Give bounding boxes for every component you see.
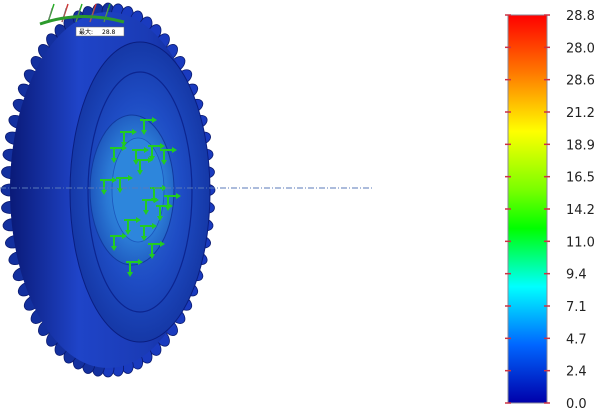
load-arrow — [160, 147, 177, 165]
top-load-arrows — [39, 3, 125, 26]
gear-inner-ring — [87, 71, 193, 313]
load-arrow — [89, 3, 97, 23]
load-arrow — [120, 129, 137, 147]
legend-tick-label: 21.2 — [566, 106, 595, 121]
load-arrow — [132, 147, 149, 165]
load-arrow — [75, 3, 83, 23]
legend-tick-label: 28.6 — [566, 74, 595, 89]
legend-ticks: 28.8 28.0 28.6 21.2 18.9 16.5 14.2 11.0 9.4 7.1 4.… — [505, 9, 595, 409]
gear-model — [0, 2, 216, 378]
legend-tick-label: 4.7 — [566, 332, 587, 347]
legend-tick-label: 14.2 — [566, 203, 595, 218]
load-arrow — [116, 175, 133, 193]
load-arrow — [140, 117, 157, 135]
load-arrow — [110, 145, 127, 163]
legend-tick-label: 2.4 — [566, 365, 587, 380]
load-arrow — [110, 233, 127, 251]
max-annotation: 最大: 28.8 — [39, 3, 125, 37]
gear-bore — [111, 137, 165, 243]
load-arrow — [156, 203, 173, 221]
load-arrow — [100, 177, 117, 195]
legend-tick-label: 28.0 — [566, 41, 595, 56]
load-arrow — [126, 259, 143, 277]
legend-tick-label: 9.4 — [566, 268, 587, 283]
legend-bar — [507, 14, 548, 404]
legend-tick-label: 7.1 — [566, 300, 587, 315]
legend-tick-label: 28.8 — [566, 9, 595, 24]
color-legend: 28.8 28.0 28.6 21.2 18.9 16.5 14.2 11.0 9.4 7.1 4.… — [505, 9, 595, 409]
load-arrow — [140, 223, 157, 241]
load-arrow — [142, 197, 159, 215]
legend-tick-label: 16.5 — [566, 171, 595, 186]
legend-tick-label: 11.0 — [566, 235, 595, 250]
max-tag-box — [75, 26, 125, 37]
load-arrow — [136, 157, 153, 175]
max-tag-value: 28.8 — [102, 29, 116, 36]
max-tag-label: 最大: — [79, 28, 93, 36]
load-arrow — [148, 143, 165, 161]
load-arrow — [148, 241, 165, 259]
load-arrow — [47, 3, 55, 23]
load-arrow — [124, 217, 141, 235]
legend-tick-label: 18.9 — [566, 138, 595, 153]
load-arrows — [100, 117, 181, 277]
legend-tick-label: 0.0 — [566, 397, 587, 409]
